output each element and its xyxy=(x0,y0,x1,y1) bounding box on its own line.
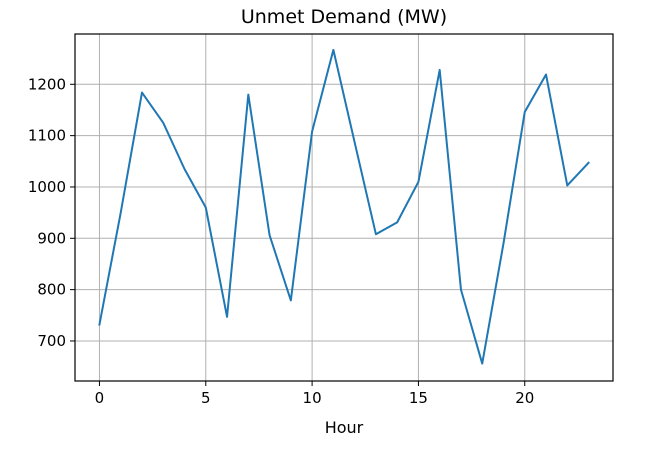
y-tick-label: 1100 xyxy=(28,127,66,145)
x-tick-label: 15 xyxy=(409,389,428,407)
y-tick-label: 1200 xyxy=(28,75,66,93)
plot-area xyxy=(98,48,590,365)
plot-frame xyxy=(74,33,614,382)
grid xyxy=(75,34,613,381)
x-tick-label: 5 xyxy=(201,389,211,407)
x-tick-label: 20 xyxy=(515,389,534,407)
x-tick-label: 0 xyxy=(95,389,105,407)
y-tick-label: 900 xyxy=(37,229,66,247)
series-line xyxy=(98,48,590,365)
y-tick-label: 800 xyxy=(37,281,66,299)
x-axis-label: Hour xyxy=(325,418,364,437)
x-tick-label: 10 xyxy=(303,389,322,407)
axes: 0 5 10 15 20 700 800 900 1000 1100 1200 xyxy=(28,75,534,407)
chart-title: Unmet Demand (MW) xyxy=(241,6,447,28)
y-tick-label: 700 xyxy=(37,332,66,350)
y-tick-label: 1000 xyxy=(28,178,66,196)
